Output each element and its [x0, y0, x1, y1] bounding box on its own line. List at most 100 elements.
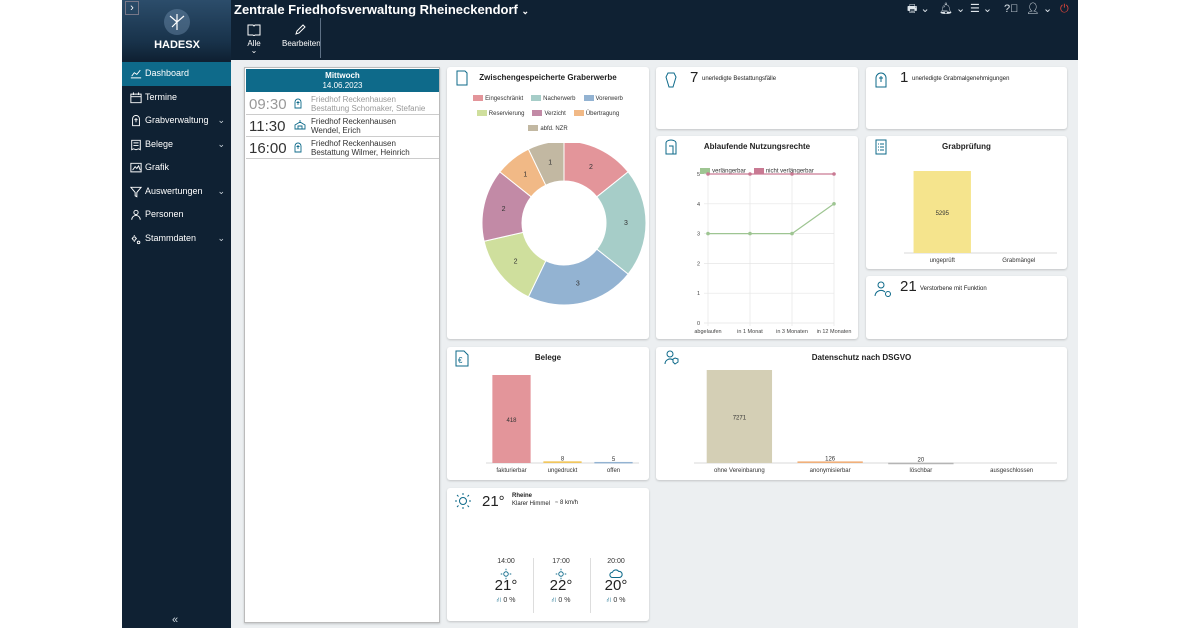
- sidebar-item-label: Termine: [145, 91, 178, 102]
- bar[interactable]: [913, 171, 971, 253]
- agenda-header: Mittwoch 14.06.2023: [246, 69, 439, 92]
- x-tick-label: in 3 Monaten: [776, 329, 808, 335]
- slice-value-label: 1: [548, 160, 552, 167]
- print-menu-button[interactable]: 🖶 ⌄: [907, 3, 930, 15]
- umbrella-icon: ⛙: [551, 597, 557, 604]
- bar[interactable]: [492, 375, 531, 463]
- chevron-down-icon: ⌄: [217, 185, 225, 196]
- legend-item[interactable]: verlängerbar: [700, 168, 746, 175]
- chart-title: Ablaufende Nutzungsrechte: [703, 142, 811, 151]
- agenda-entry[interactable]: 09:30 Friedhof Reckenhausen Bestattung S…: [246, 93, 439, 115]
- legend-item[interactable]: abfd. NZR: [528, 123, 568, 135]
- data-point[interactable]: [748, 231, 752, 236]
- open-burials-card[interactable]: 7 unerledigte Bestattungsfälle: [656, 67, 858, 129]
- legend-label: abfd. NZR: [540, 126, 568, 132]
- settings-menu-button[interactable]: ☰ ⌄: [970, 3, 993, 15]
- sidebar-item-label: Stammdaten: [145, 232, 197, 243]
- agenda-description: Bestattung Wilmer, Heinrich: [311, 148, 410, 157]
- notifications-menu-button[interactable]: 🔔︎ ⌄: [939, 3, 966, 15]
- data-point[interactable]: [748, 172, 752, 176]
- sidebar-item-stammdaten[interactable]: Stammdaten ⌄: [122, 227, 231, 251]
- sidebar-item-auswertungen[interactable]: Auswertungen ⌄: [122, 180, 231, 204]
- bar[interactable]: [797, 461, 863, 463]
- legend-item[interactable]: Eingeschränkt: [473, 93, 523, 105]
- data-point[interactable]: [706, 231, 710, 236]
- bar-value-label: 5295: [936, 211, 950, 217]
- legend-item[interactable]: nicht verlängerbar: [753, 168, 814, 175]
- forecast-divider: [533, 558, 534, 613]
- x-tick-label: fakturierbar: [496, 468, 526, 474]
- open-burials-label: unerledigte Bestattungsfälle: [702, 76, 777, 82]
- sidebar-item-personen[interactable]: Personen: [122, 203, 231, 227]
- legend-item[interactable]: Verzicht: [532, 108, 566, 120]
- bar[interactable]: [888, 462, 954, 465]
- data-point[interactable]: [790, 231, 794, 236]
- nutzungsrechte-card: Ablaufende Nutzungsrechte verlängerbar ni…: [656, 136, 858, 339]
- deceased-card[interactable]: 21 Verstorbene mit Funktion: [866, 276, 1067, 339]
- legend-item[interactable]: Vorerwerb: [583, 93, 623, 105]
- sun-icon: [555, 568, 567, 580]
- receipt-icon: [131, 139, 141, 150]
- forecast-column: 17:00 22° ⛙ 0 %: [532, 558, 590, 605]
- logout-button[interactable]: ⏻: [1060, 2, 1069, 16]
- bar[interactable]: [706, 370, 773, 463]
- data-point[interactable]: [706, 172, 710, 176]
- edit-button[interactable]: Bearbeiten: [282, 24, 321, 48]
- svg-text:€: €: [458, 356, 463, 365]
- chevron-down-icon: ⌄: [217, 138, 225, 149]
- line-chart: 0 1 2 3 4 5 abgelaufen in 1 Monat in 3 Monaten in…: [694, 172, 851, 335]
- y-tick-label: 2: [697, 261, 700, 267]
- collapse-sidebar-button[interactable]: «: [172, 614, 179, 626]
- chevron-down-icon: ⌄: [521, 6, 530, 16]
- sidebar-item-belege[interactable]: Belege ⌄: [122, 133, 231, 157]
- forecast-precipitation: ⛙ 0 %: [587, 596, 645, 605]
- sidebar-item-termine[interactable]: Termine: [122, 86, 231, 110]
- agenda-entry[interactable]: 16:00 Friedhof Reckenhausen Bestattung W…: [246, 137, 439, 159]
- legend-label: Nacherwerb: [543, 96, 576, 102]
- user-menu-button[interactable]: 👤︎ ⌄: [1026, 3, 1053, 15]
- open-permits-card[interactable]: 1 unerledigte Grabmalgenehmigungen: [866, 67, 1067, 129]
- bar[interactable]: [594, 461, 633, 464]
- slice-value-label: 3: [624, 220, 628, 227]
- sidebar-item-label: Grabverwaltung: [145, 115, 209, 125]
- agenda-entry[interactable]: 11:30 Friedhof Reckenhausen Wendel, Eric…: [246, 115, 439, 137]
- x-tick-label: anonymisierbar: [810, 468, 851, 474]
- legend-swatch: [700, 168, 711, 175]
- x-tick-label: löschbar: [910, 468, 933, 474]
- data-point[interactable]: [790, 172, 794, 176]
- legend-item[interactable]: Nacherwerb: [531, 93, 576, 105]
- agenda-description: Bestattung Schomaker, Stefanie: [311, 104, 426, 113]
- x-tick-label: in 1 Monat: [737, 329, 763, 335]
- sidebar: Dashboard Termine Grabverwaltung ⌄ Belege ⌄ Gr…: [122, 60, 231, 628]
- help-button[interactable]: ?⃝: [1004, 2, 1018, 16]
- data-point[interactable]: [832, 202, 836, 206]
- logo-text: HADESX: [154, 39, 201, 51]
- gears-icon: [131, 234, 141, 244]
- chart-title: Datenschutz nach DSGVO: [811, 353, 912, 362]
- precip-value: 0 %: [613, 597, 626, 604]
- data-point[interactable]: [832, 172, 836, 176]
- sidebar-item-dashboard[interactable]: Dashboard: [122, 62, 231, 86]
- all-button[interactable]: Alle ⌄: [247, 24, 261, 55]
- agenda-time: 16:00: [249, 140, 287, 157]
- bell-icon: 🔔︎: [939, 3, 953, 15]
- bar[interactable]: [543, 461, 582, 463]
- bar-value-label: 8: [561, 456, 565, 462]
- expand-sidebar-button[interactable]: ›: [125, 1, 139, 15]
- legend-item[interactable]: Reservierung: [476, 108, 524, 120]
- user-icon: 👤︎: [1026, 3, 1040, 15]
- app-title[interactable]: Zentrale Friedhofsverwaltung Rheineckend…: [234, 2, 529, 17]
- y-tick-label: 3: [697, 232, 700, 238]
- legend-label: nicht verlängerbar: [765, 169, 814, 175]
- donut-slice[interactable]: [527, 143, 565, 186]
- slice-value-label: 2: [514, 259, 518, 266]
- legend-swatch: [532, 110, 543, 117]
- forecast-time: 20:00: [607, 558, 625, 565]
- legend-label: Vorerwerb: [595, 96, 623, 102]
- sidebar-item-grafik[interactable]: Grafik: [122, 156, 231, 180]
- series-line: [708, 203, 835, 235]
- sidebar-item-grabverwaltung[interactable]: Grabverwaltung ⌄: [122, 109, 231, 133]
- euro-receipt-icon: €: [455, 350, 469, 367]
- legend-item[interactable]: Übertragung: [573, 108, 619, 120]
- document-icon: [456, 70, 468, 86]
